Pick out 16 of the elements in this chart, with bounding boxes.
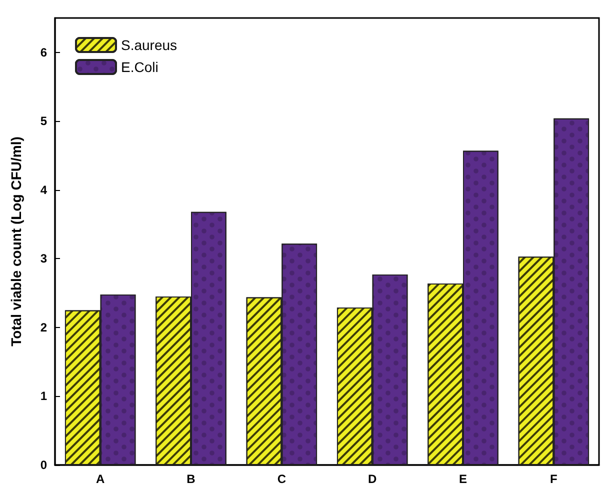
y-tick-label: 4 (40, 182, 48, 197)
y-tick-label: 3 (40, 252, 48, 266)
y-tick-label: 6 (40, 45, 48, 60)
x-tick-label: E (458, 472, 468, 486)
y-axis-title: Total viable count (Log CFU/ml) (8, 136, 24, 346)
y-tick-label: 2 (40, 320, 48, 334)
y-tick-label: 0 (40, 458, 48, 472)
y-tick-label: 1 (40, 389, 48, 404)
x-tick-label: B (186, 472, 196, 486)
legend-label: E.Coli (121, 59, 158, 75)
legend-label: S.aureus (121, 37, 178, 53)
x-tick-label: C (277, 472, 286, 486)
y-tick-label: 5 (40, 114, 48, 128)
x-tick-label: F (550, 472, 558, 486)
x-tick-label: D (368, 472, 377, 486)
x-tick-label: A (96, 472, 105, 486)
